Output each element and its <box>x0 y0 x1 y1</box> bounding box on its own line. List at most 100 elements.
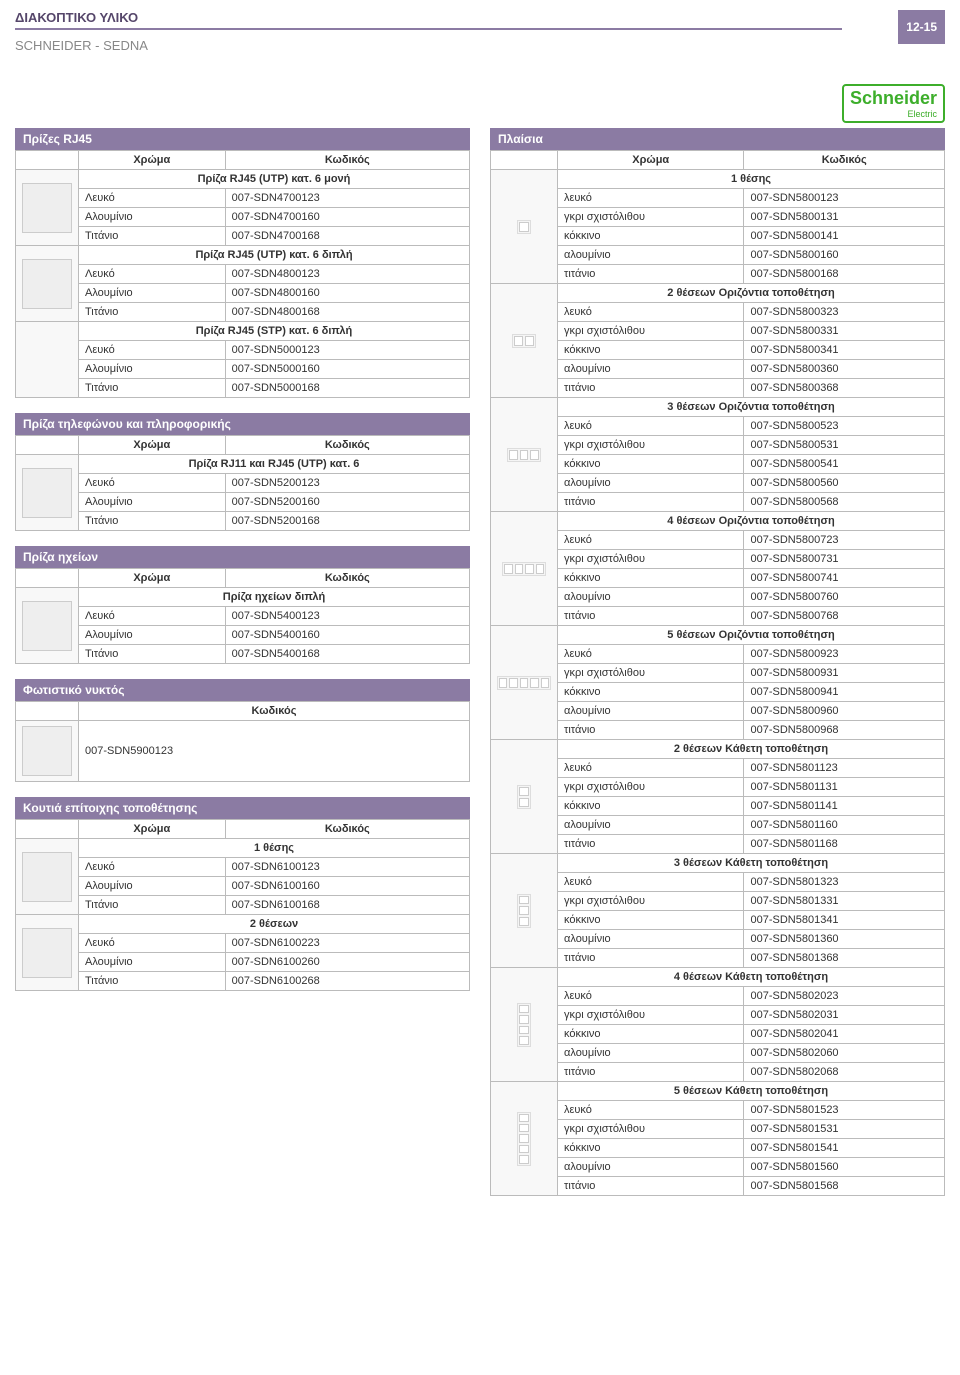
color-cell: Αλουμίνιο <box>79 953 226 972</box>
code-cell: 007-SDN5800523 <box>744 417 945 436</box>
group-header: 2 θέσεων Κάθετη τοποθέτηση <box>558 740 945 759</box>
color-cell: γκρι σχιστόλιθου <box>558 208 744 227</box>
color-cell: Αλουμίνιο <box>79 877 226 896</box>
product-table: ΧρώμαΚωδικόςΠρίζα ηχείων διπλήΛευκό007-S… <box>15 568 470 664</box>
color-cell: λευκό <box>558 1101 744 1120</box>
color-cell: γκρι σχιστόλιθου <box>558 664 744 683</box>
code-cell: 007-SDN5800741 <box>744 569 945 588</box>
code-cell: 007-SDN4800160 <box>225 284 469 303</box>
product-image <box>16 839 79 915</box>
color-cell: λευκό <box>558 303 744 322</box>
color-cell: κόκκινο <box>558 797 744 816</box>
code-cell: 007-SDN5801531 <box>744 1120 945 1139</box>
color-cell: γκρι σχιστόλιθου <box>558 550 744 569</box>
code-cell: 007-SDN5800131 <box>744 208 945 227</box>
color-cell: κόκκινο <box>558 911 744 930</box>
group-header: 1 θέσης <box>79 839 470 858</box>
col-code: Κωδικός <box>79 702 470 721</box>
group-header: 4 θέσεων Κάθετη τοποθέτηση <box>558 968 945 987</box>
color-cell: τιτάνιο <box>558 607 744 626</box>
code-cell: 007-SDN4800123 <box>225 265 469 284</box>
code-cell: 007-SDN5800960 <box>744 702 945 721</box>
color-cell: Αλουμίνιο <box>79 493 226 512</box>
code-cell: 007-SDN5800760 <box>744 588 945 607</box>
code-cell: 007-SDN5800160 <box>744 246 945 265</box>
code-cell: 007-SDN5800123 <box>744 189 945 208</box>
code-cell: 007-SDN6100160 <box>225 877 469 896</box>
color-cell: αλουμίνιο <box>558 930 744 949</box>
color-cell: λευκό <box>558 189 744 208</box>
color-cell: Αλουμίνιο <box>79 208 226 227</box>
code-cell: 007-SDN5800168 <box>744 265 945 284</box>
group-header: Πρίζα RJ45 (UTP) κατ. 6 μονή <box>79 170 470 189</box>
code-cell: 007-SDN4800168 <box>225 303 469 322</box>
frame-icon <box>517 1112 531 1166</box>
group-header: 3 θέσεων Κάθετη τοποθέτηση <box>558 854 945 873</box>
frame-icon <box>502 562 546 576</box>
color-cell: κόκκινο <box>558 569 744 588</box>
code-cell: 007-SDN5802023 <box>744 987 945 1006</box>
code-cell: 007-SDN6100223 <box>225 934 469 953</box>
group-header: 5 θέσεων Οριζόντια τοποθέτηση <box>558 626 945 645</box>
code-cell: 007-SDN5200160 <box>225 493 469 512</box>
col-code: Κωδικός <box>225 436 469 455</box>
color-cell: κόκκινο <box>558 341 744 360</box>
color-cell: γκρι σχιστόλιθου <box>558 1006 744 1025</box>
group-header: 1 θέσης <box>558 170 945 189</box>
code-cell: 007-SDN5801168 <box>744 835 945 854</box>
product-table: ΧρώμαΚωδικός1 θέσηςΛευκό007-SDN6100123Αλ… <box>15 819 470 991</box>
col-code: Κωδικός <box>225 151 469 170</box>
page-header: ΔΙΑΚΟΠΤΙΚΟ ΥΛΙΚΟ SCHNEIDER - SEDNA 12-15… <box>0 0 960 128</box>
code-cell: 007-SDN5800331 <box>744 322 945 341</box>
code-cell: 007-SDN5800568 <box>744 493 945 512</box>
section-title: Φωτιστικό νυκτός <box>15 679 470 701</box>
product-image <box>16 915 79 991</box>
frame-icon <box>517 894 531 928</box>
color-cell: γκρι σχιστόλιθου <box>558 322 744 341</box>
code-cell: 007-SDN5802031 <box>744 1006 945 1025</box>
product-image <box>16 246 79 322</box>
frame-image <box>491 284 558 398</box>
color-cell: λευκό <box>558 417 744 436</box>
page-subtitle: SCHNEIDER - SEDNA <box>15 38 842 53</box>
color-cell: γκρι σχιστόλιθου <box>558 1120 744 1139</box>
col-color: Χρώμα <box>79 820 226 839</box>
frame-icon <box>517 785 531 809</box>
section-title: Πρίζες RJ45 <box>15 128 470 150</box>
frame-image <box>491 512 558 626</box>
color-cell: λευκό <box>558 873 744 892</box>
product-image <box>16 588 79 664</box>
code-cell: 007-SDN5200123 <box>225 474 469 493</box>
frame-icon <box>497 676 551 690</box>
group-header: 2 θέσεων <box>79 915 470 934</box>
color-cell: τιτάνιο <box>558 835 744 854</box>
color-cell: αλουμίνιο <box>558 816 744 835</box>
code-cell: 007-SDN5800968 <box>744 721 945 740</box>
col-color: Χρώμα <box>79 436 226 455</box>
color-cell: λευκό <box>558 759 744 778</box>
color-cell: κόκκινο <box>558 227 744 246</box>
color-cell: τιτάνιο <box>558 265 744 284</box>
code-cell: 007-SDN6100168 <box>225 896 469 915</box>
code-cell: 007-SDN5801123 <box>744 759 945 778</box>
frame-icon <box>512 334 536 348</box>
product-table: Κωδικός007-SDN5900123 <box>15 701 470 782</box>
color-cell: Τιτάνιο <box>79 645 226 664</box>
code-cell: 007-SDN5800731 <box>744 550 945 569</box>
color-cell: Τιτάνιο <box>79 379 226 398</box>
frame-icon <box>507 448 541 462</box>
color-cell: Λευκό <box>79 341 226 360</box>
section-title: Πρίζα ηχείων <box>15 546 470 568</box>
code-cell: 007-SDN5800341 <box>744 341 945 360</box>
code-cell: 007-SDN5000160 <box>225 360 469 379</box>
code-cell: 007-SDN5400123 <box>225 607 469 626</box>
page-number: 12-15 <box>898 10 945 44</box>
color-cell: Τιτάνιο <box>79 303 226 322</box>
code-cell: 007-SDN5802068 <box>744 1063 945 1082</box>
color-cell: αλουμίνιο <box>558 1044 744 1063</box>
color-cell: Αλουμίνιο <box>79 626 226 645</box>
color-cell: Λευκό <box>79 607 226 626</box>
group-header: Πρίζα RJ45 (UTP) κατ. 6 διπλή <box>79 246 470 265</box>
group-header: 4 θέσεων Οριζόντια τοποθέτηση <box>558 512 945 531</box>
frame-icon <box>517 220 531 234</box>
